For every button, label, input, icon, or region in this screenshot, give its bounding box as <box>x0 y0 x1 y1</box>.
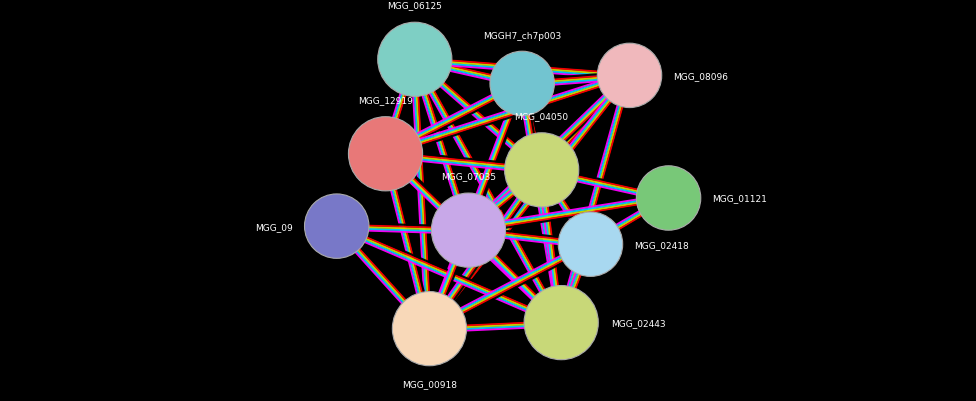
Text: MGGH7_ch7p003: MGGH7_ch7p003 <box>483 32 561 41</box>
Text: MGG_01121: MGG_01121 <box>712 194 767 203</box>
Ellipse shape <box>524 286 598 360</box>
Text: MGG_09: MGG_09 <box>256 222 293 231</box>
Text: MGG_06125: MGG_06125 <box>387 1 442 10</box>
Ellipse shape <box>636 166 701 231</box>
Text: MGG_07035: MGG_07035 <box>441 172 496 180</box>
Text: MGG_02443: MGG_02443 <box>611 318 666 327</box>
Ellipse shape <box>558 213 623 277</box>
Ellipse shape <box>348 117 423 191</box>
Text: MGG_08096: MGG_08096 <box>673 72 728 81</box>
Ellipse shape <box>597 44 662 108</box>
Ellipse shape <box>431 194 506 267</box>
Ellipse shape <box>305 194 369 259</box>
Ellipse shape <box>378 23 452 97</box>
Text: MGG_02418: MGG_02418 <box>634 240 689 249</box>
Text: MCG_04050: MCG_04050 <box>514 111 569 120</box>
Text: MGG_00918: MGG_00918 <box>402 379 457 388</box>
Ellipse shape <box>490 52 554 116</box>
Text: MGG_12919: MGG_12919 <box>358 95 413 104</box>
Ellipse shape <box>505 134 579 207</box>
Ellipse shape <box>392 292 467 366</box>
